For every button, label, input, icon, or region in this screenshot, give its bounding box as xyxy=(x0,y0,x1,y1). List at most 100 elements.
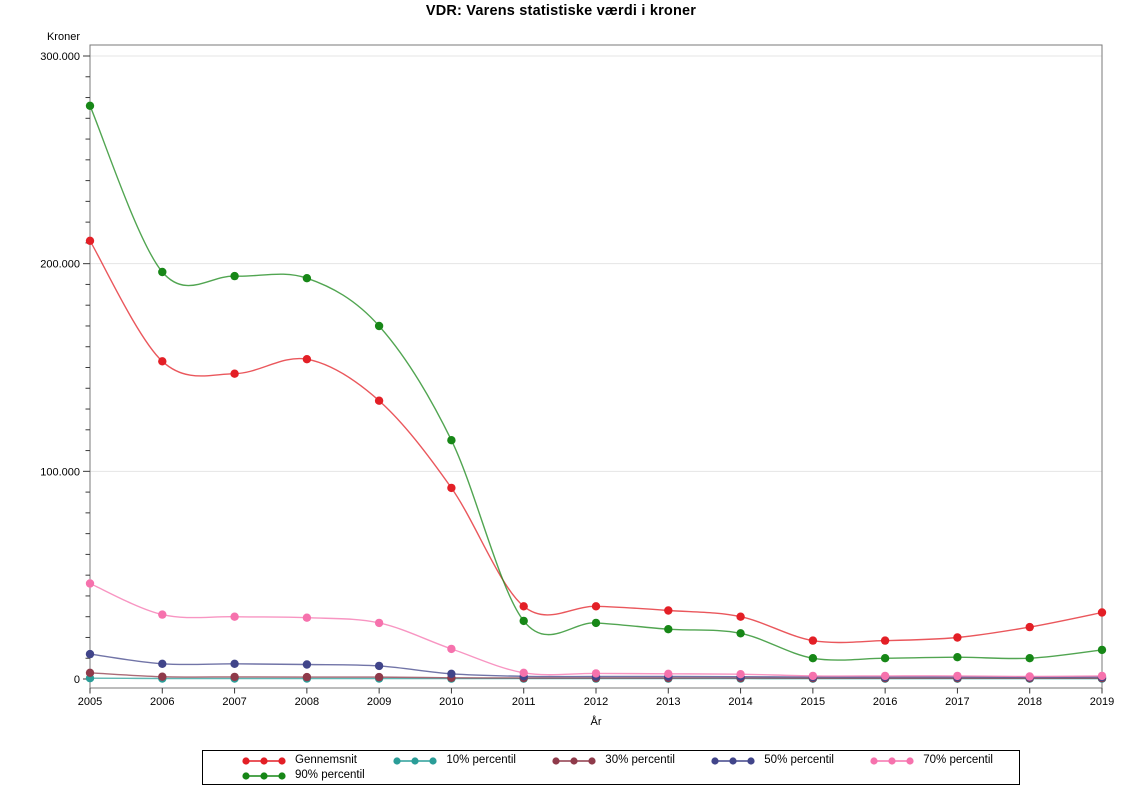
y-tick-label: 300.000 xyxy=(40,51,80,63)
legend-item-10-percentil: 10% percentil xyxy=(392,754,516,767)
data-point-gennemsnit xyxy=(85,236,95,245)
legend-marker-30-percentil xyxy=(552,756,596,765)
legend-item-70-percentil: 70% percentil xyxy=(869,754,993,767)
legend-label: 50% percentil xyxy=(764,754,834,766)
legend-item-50-percentil: 50% percentil xyxy=(710,754,834,767)
x-axis-ticks: 2005 2006 2007 2008 2009 2010 2011 2012 2013 2014… xyxy=(78,688,1114,708)
y-gridlines xyxy=(90,55,1102,472)
series-70-percentil xyxy=(85,579,1107,681)
data-point-gennemsnit xyxy=(1025,622,1034,632)
data-point-30-percentil xyxy=(302,672,312,682)
x-axis-title: År xyxy=(590,716,602,728)
data-point-gennemsnit xyxy=(808,636,818,645)
legend-label: 30% percentil xyxy=(605,754,675,766)
data-point-90-percentil xyxy=(374,321,384,331)
series-gennemsnit xyxy=(85,236,1107,645)
data-point-gennemsnit xyxy=(447,483,456,493)
data-point-70-percentil xyxy=(953,671,962,681)
data-point-90-percentil xyxy=(736,629,745,638)
data-point-90-percentil xyxy=(808,654,818,663)
data-point-90-percentil xyxy=(591,618,601,628)
legend-item-90-percentil: 90% percentil xyxy=(241,769,365,782)
x-tick-label: 2005 xyxy=(78,696,102,708)
x-tick-label: 2009 xyxy=(367,696,391,708)
series-line-90-percentil xyxy=(89,105,1103,661)
y-tick-label: 100.000 xyxy=(40,466,80,478)
data-point-50-percentil xyxy=(447,669,456,678)
x-tick-label: 2007 xyxy=(222,696,246,708)
data-point-70-percentil xyxy=(880,671,890,681)
data-point-90-percentil xyxy=(664,625,673,634)
legend-row-1: Gennemsnit 10% percentil 30% percentil 50% … xyxy=(241,753,993,768)
data-point-50-percentil xyxy=(85,649,95,659)
data-point-70-percentil xyxy=(1025,672,1034,681)
data-point-gennemsnit xyxy=(230,369,239,378)
y-axis-unit-label: Kroner xyxy=(46,31,80,43)
y-minor-ticks xyxy=(85,76,90,659)
data-point-90-percentil xyxy=(880,654,890,663)
data-point-50-percentil xyxy=(158,659,167,668)
data-point-90-percentil xyxy=(1025,654,1034,663)
data-point-70-percentil xyxy=(302,613,312,622)
data-point-70-percentil xyxy=(664,669,673,678)
x-tick-label: 2012 xyxy=(584,696,608,708)
legend-marker-70-percentil xyxy=(870,756,914,765)
data-point-70-percentil xyxy=(447,644,456,654)
data-point-70-percentil xyxy=(519,668,528,677)
data-point-90-percentil xyxy=(302,274,312,283)
data-point-70-percentil xyxy=(85,579,95,588)
data-point-50-percentil xyxy=(230,659,239,668)
legend-row-2: 90% percentil xyxy=(241,768,1001,783)
data-point-70-percentil xyxy=(1097,671,1107,681)
x-tick-label: 2018 xyxy=(1017,696,1041,708)
data-point-gennemsnit xyxy=(374,396,384,405)
data-point-30-percentil xyxy=(374,672,384,682)
data-point-50-percentil xyxy=(374,661,384,671)
data-point-90-percentil xyxy=(85,101,95,111)
y-axis-ticks: 0 100.000 200.000 300.000 xyxy=(40,51,90,686)
data-point-30-percentil xyxy=(85,668,95,677)
data-point-70-percentil xyxy=(374,618,384,628)
x-tick-label: 2010 xyxy=(439,696,463,708)
legend-label: 10% percentil xyxy=(446,754,516,766)
x-tick-label: 2014 xyxy=(728,696,752,708)
data-point-gennemsnit xyxy=(158,357,167,366)
legend-item-gennemsnit: Gennemsnit xyxy=(241,754,357,767)
x-tick-label: 2015 xyxy=(801,696,825,708)
x-tick-label: 2019 xyxy=(1090,696,1114,708)
data-point-70-percentil xyxy=(591,669,601,678)
series-90-percentil xyxy=(85,101,1107,663)
data-point-90-percentil xyxy=(1097,645,1107,655)
data-point-gennemsnit xyxy=(519,602,528,611)
data-point-70-percentil xyxy=(230,612,239,621)
series-line-gennemsnit xyxy=(89,240,1103,644)
y-tick-label: 200.000 xyxy=(40,259,80,271)
x-tick-label: 2011 xyxy=(512,696,536,708)
legend-marker-90-percentil xyxy=(242,771,286,780)
x-tick-label: 2017 xyxy=(945,696,969,708)
x-tick-label: 2013 xyxy=(656,696,680,708)
data-point-90-percentil xyxy=(447,436,456,445)
legend-marker-gennemsnit xyxy=(242,756,286,765)
legend-marker-50-percentil xyxy=(711,756,755,765)
plot-frame xyxy=(89,44,1103,689)
legend: Gennemsnit 10% percentil 30% percentil 50% … xyxy=(202,750,1020,785)
x-tick-label: 2016 xyxy=(873,696,897,708)
y-tick-label: 0 xyxy=(74,674,80,686)
data-point-90-percentil xyxy=(230,271,239,281)
legend-label: Gennemsnit xyxy=(295,754,358,766)
data-point-gennemsnit xyxy=(880,636,890,645)
x-tick-label: 2008 xyxy=(295,696,319,708)
x-tick-label: 2006 xyxy=(150,696,174,708)
legend-label: 90% percentil xyxy=(295,769,365,781)
data-point-90-percentil xyxy=(953,653,962,662)
data-point-gennemsnit xyxy=(664,606,673,615)
series-line-70-percentil xyxy=(89,582,1103,678)
data-point-30-percentil xyxy=(158,672,167,681)
data-point-90-percentil xyxy=(519,616,528,626)
chart-title: VDR: Varens statistiske værdi i kroner xyxy=(425,3,697,19)
data-point-gennemsnit xyxy=(591,602,601,611)
data-point-gennemsnit xyxy=(736,612,745,621)
legend-rows: Gennemsnit 10% percentil 30% percentil 50% … xyxy=(241,753,1001,783)
